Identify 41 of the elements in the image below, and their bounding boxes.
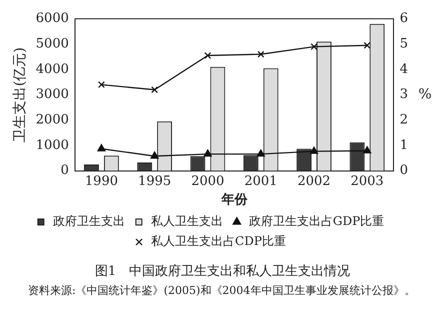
x-tick-label: 2000 [191, 174, 224, 189]
point [257, 50, 264, 58]
y2-tick-label: 6 [400, 11, 408, 26]
y-tick-label: 6000 [36, 11, 69, 26]
text: 资料来源:《中国统计年鉴》(2005)和《2004年中国卫生事业发展统计公报》。 [27, 283, 416, 298]
point [256, 149, 265, 157]
y2-tick-label: 4 [400, 62, 408, 77]
y-tick-label: 0 [60, 163, 69, 178]
point [151, 86, 158, 94]
y-tick-label: 1000 [36, 138, 69, 153]
x-tick-label: 2001 [244, 174, 278, 189]
point [204, 52, 212, 59]
point [98, 81, 105, 88]
y-axis-title: 卫生支出(亿元) [12, 47, 28, 142]
y-tick-label: 2000 [36, 112, 69, 128]
y-tick-label: 4000 [36, 62, 69, 77]
legend-label: 政府卫生支出占GDP比重 [248, 214, 384, 228]
y-tick-label: 3000 [36, 87, 69, 102]
y2-tick-label: 2 [400, 112, 408, 128]
y2-tick-label: 1 [400, 138, 408, 153]
legend-label: 政府卫生支出 [52, 214, 125, 228]
text: 图1 中国政府卫生支出和私人卫生支出情况 [94, 263, 352, 280]
point [97, 144, 106, 152]
y2-tick-label: 3 [400, 87, 408, 102]
point [150, 152, 159, 159]
y2-tick-label: 5 [400, 36, 408, 52]
point [204, 149, 212, 157]
point [310, 43, 318, 50]
legend-label: 私人卫生支出占CDP比重 [151, 234, 286, 248]
x-tick-label: 2002 [297, 174, 331, 189]
point [364, 42, 371, 49]
x-tick-label: 1990 [84, 174, 118, 189]
y2-axis-title: % [418, 86, 432, 102]
x-tick-label: 1995 [138, 174, 172, 189]
y-tick-label: 5000 [36, 36, 69, 52]
x-axis-title: 年份 [220, 192, 248, 208]
y2-tick-label: 0 [400, 163, 408, 178]
legend-label: 私人卫生支出 [150, 214, 223, 228]
point [310, 146, 318, 154]
x-tick-label: 2003 [350, 174, 384, 189]
point [363, 146, 372, 154]
